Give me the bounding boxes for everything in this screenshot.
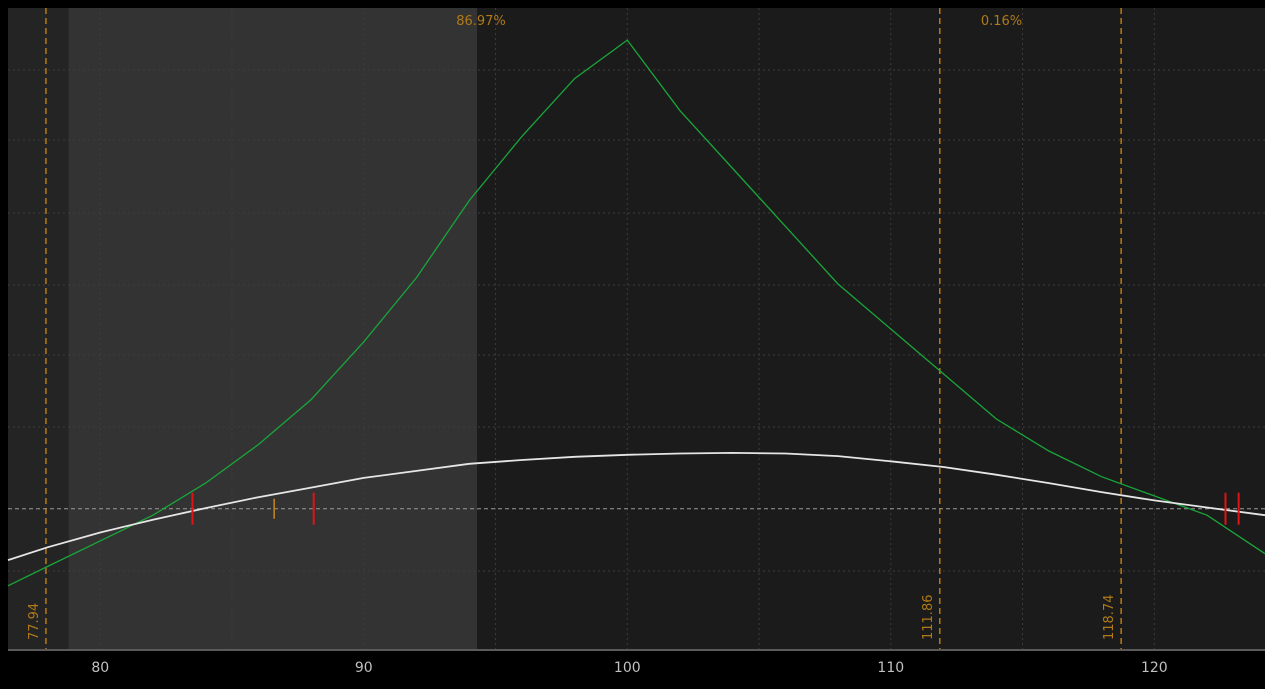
vertical-marker-label: 111.86 bbox=[921, 595, 936, 641]
series-green-line bbox=[7, 39, 1265, 587]
x-axis-ticks: 80 90 100 110 120 bbox=[91, 660, 1167, 676]
series-white-line bbox=[7, 451, 1265, 561]
vertical-marker-label: 118.74 bbox=[1102, 595, 1117, 641]
vertical-markers: 77.94 111.86 118.74 bbox=[27, 8, 1122, 650]
x-tick-label: 100 bbox=[614, 660, 641, 676]
shaded-range bbox=[68, 8, 478, 650]
probability-label: 0.16% bbox=[981, 14, 1022, 29]
x-tick-label: 110 bbox=[877, 660, 904, 676]
left-strip bbox=[8, 8, 69, 650]
x-axis-band bbox=[0, 650, 1265, 685]
x-tick-label: 120 bbox=[1141, 660, 1168, 676]
grid bbox=[8, 8, 1265, 650]
x-tick-label: 90 bbox=[355, 660, 373, 676]
breakeven-marks bbox=[191, 492, 1240, 525]
x-tick-label: 80 bbox=[91, 660, 109, 676]
vertical-marker-label: 77.94 bbox=[27, 603, 42, 640]
probability-labels: 86.97% 0.16% bbox=[456, 14, 1022, 29]
probability-label: 86.97% bbox=[456, 14, 506, 29]
